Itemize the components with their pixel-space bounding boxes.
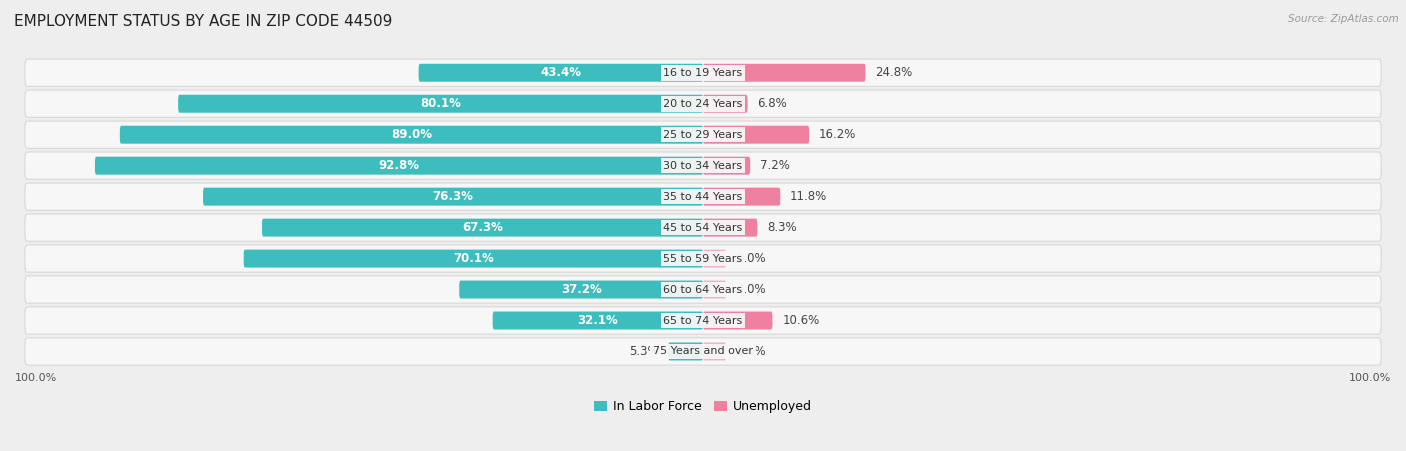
Text: 43.4%: 43.4% (540, 66, 581, 79)
Text: 67.3%: 67.3% (463, 221, 503, 234)
FancyBboxPatch shape (25, 59, 1381, 87)
FancyBboxPatch shape (703, 126, 808, 144)
FancyBboxPatch shape (25, 276, 1381, 303)
Text: 8.3%: 8.3% (768, 221, 797, 234)
Text: 60 to 64 Years: 60 to 64 Years (664, 285, 742, 295)
Text: 0.0%: 0.0% (735, 252, 765, 265)
FancyBboxPatch shape (703, 64, 866, 82)
Text: 92.8%: 92.8% (378, 159, 419, 172)
Text: 20 to 24 Years: 20 to 24 Years (664, 99, 742, 109)
FancyBboxPatch shape (703, 342, 725, 360)
FancyBboxPatch shape (262, 219, 703, 237)
FancyBboxPatch shape (25, 152, 1381, 179)
FancyBboxPatch shape (179, 95, 703, 113)
FancyBboxPatch shape (703, 312, 772, 330)
FancyBboxPatch shape (703, 95, 748, 113)
Text: 100.0%: 100.0% (15, 373, 58, 382)
Text: 65 to 74 Years: 65 to 74 Years (664, 316, 742, 326)
FancyBboxPatch shape (25, 214, 1381, 241)
Text: 7.2%: 7.2% (761, 159, 790, 172)
Text: 24.8%: 24.8% (876, 66, 912, 79)
Text: 5.3%: 5.3% (628, 345, 658, 358)
FancyBboxPatch shape (703, 249, 725, 267)
Text: 0.0%: 0.0% (735, 345, 765, 358)
FancyBboxPatch shape (460, 281, 703, 299)
FancyBboxPatch shape (202, 188, 703, 206)
Text: 37.2%: 37.2% (561, 283, 602, 296)
Text: 70.1%: 70.1% (453, 252, 494, 265)
FancyBboxPatch shape (25, 245, 1381, 272)
Text: Source: ZipAtlas.com: Source: ZipAtlas.com (1288, 14, 1399, 23)
FancyBboxPatch shape (25, 90, 1381, 117)
FancyBboxPatch shape (25, 121, 1381, 148)
Text: 55 to 59 Years: 55 to 59 Years (664, 253, 742, 263)
Text: 16 to 19 Years: 16 to 19 Years (664, 68, 742, 78)
Text: 76.3%: 76.3% (433, 190, 474, 203)
FancyBboxPatch shape (243, 249, 703, 267)
Text: 32.1%: 32.1% (578, 314, 619, 327)
FancyBboxPatch shape (668, 342, 703, 360)
Text: 10.6%: 10.6% (782, 314, 820, 327)
Text: EMPLOYMENT STATUS BY AGE IN ZIP CODE 44509: EMPLOYMENT STATUS BY AGE IN ZIP CODE 445… (14, 14, 392, 28)
Text: 100.0%: 100.0% (1348, 373, 1391, 382)
Text: 11.8%: 11.8% (790, 190, 827, 203)
Legend: In Labor Force, Unemployed: In Labor Force, Unemployed (589, 396, 817, 419)
Text: 45 to 54 Years: 45 to 54 Years (664, 223, 742, 233)
Text: 25 to 29 Years: 25 to 29 Years (664, 130, 742, 140)
Text: 6.8%: 6.8% (758, 97, 787, 110)
FancyBboxPatch shape (703, 188, 780, 206)
Text: 0.0%: 0.0% (735, 283, 765, 296)
FancyBboxPatch shape (703, 156, 751, 175)
FancyBboxPatch shape (120, 126, 703, 144)
Text: 75 Years and over: 75 Years and over (652, 346, 754, 356)
FancyBboxPatch shape (25, 338, 1381, 365)
Text: 35 to 44 Years: 35 to 44 Years (664, 192, 742, 202)
FancyBboxPatch shape (25, 183, 1381, 210)
FancyBboxPatch shape (703, 281, 725, 299)
FancyBboxPatch shape (419, 64, 703, 82)
FancyBboxPatch shape (492, 312, 703, 330)
FancyBboxPatch shape (25, 307, 1381, 334)
Text: 16.2%: 16.2% (818, 128, 856, 141)
FancyBboxPatch shape (96, 156, 703, 175)
FancyBboxPatch shape (703, 219, 758, 237)
Text: 30 to 34 Years: 30 to 34 Years (664, 161, 742, 170)
Text: 89.0%: 89.0% (391, 128, 432, 141)
Text: 80.1%: 80.1% (420, 97, 461, 110)
